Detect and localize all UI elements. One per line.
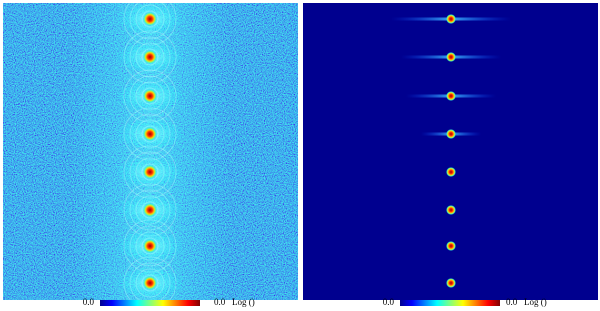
fringe-ring <box>135 42 165 72</box>
spot <box>446 52 456 62</box>
spot <box>143 203 157 217</box>
spot <box>446 278 456 288</box>
spot <box>446 14 456 24</box>
fringe-ring <box>141 48 159 66</box>
fringe-ring <box>135 119 165 149</box>
fringe-ring <box>141 10 159 28</box>
colorbar: 0.0 0.0 Log () <box>383 297 547 307</box>
fringe-ring <box>141 274 159 292</box>
fringe-ring <box>141 87 159 105</box>
spot <box>446 241 456 251</box>
colorbar-max-label: 0.0 <box>506 297 518 307</box>
fringe-ring <box>129 113 171 155</box>
fringe-ring <box>135 157 165 187</box>
fringe-ring <box>129 36 171 78</box>
colorbar: 0.0 0.0 Log () <box>83 297 255 307</box>
fringe-ring <box>135 195 165 225</box>
fringe-ring <box>129 75 171 117</box>
right-panel <box>303 3 598 300</box>
spot <box>143 50 157 64</box>
fringe-ring <box>129 225 171 267</box>
fringe-ring <box>135 268 165 298</box>
colorbar-unit-label: Log () <box>232 297 255 307</box>
fringe-ring <box>129 3 171 40</box>
colorbar-gradient <box>100 300 200 306</box>
fringe-ring <box>135 81 165 111</box>
spot <box>143 12 157 26</box>
spot <box>143 127 157 141</box>
colorbar-unit-label: Log () <box>524 297 547 307</box>
colorbar-gradient <box>400 300 500 306</box>
panel-background <box>303 3 598 300</box>
spot <box>446 129 456 139</box>
fringe-ring <box>129 262 171 300</box>
spot <box>143 239 157 253</box>
colorbar-max-label: 0.0 <box>214 297 226 307</box>
colorbar-min-label: 0.0 <box>83 297 95 307</box>
spot <box>143 276 157 290</box>
fringe-ring <box>135 4 165 34</box>
spot-column <box>116 3 184 300</box>
fringe-ring <box>141 125 159 143</box>
spot <box>143 89 157 103</box>
fringe-ring <box>129 151 171 193</box>
spot <box>446 205 456 215</box>
fringe-ring <box>141 201 159 219</box>
fringe-ring <box>123 256 177 300</box>
spot <box>446 91 456 101</box>
fringe-ring <box>141 163 159 181</box>
fringe-ring <box>135 231 165 261</box>
fringe-ring <box>141 237 159 255</box>
spot <box>446 167 456 177</box>
spot-column <box>391 14 511 288</box>
spot <box>143 165 157 179</box>
left-panel <box>3 3 298 300</box>
colorbar-min-label: 0.0 <box>383 297 395 307</box>
